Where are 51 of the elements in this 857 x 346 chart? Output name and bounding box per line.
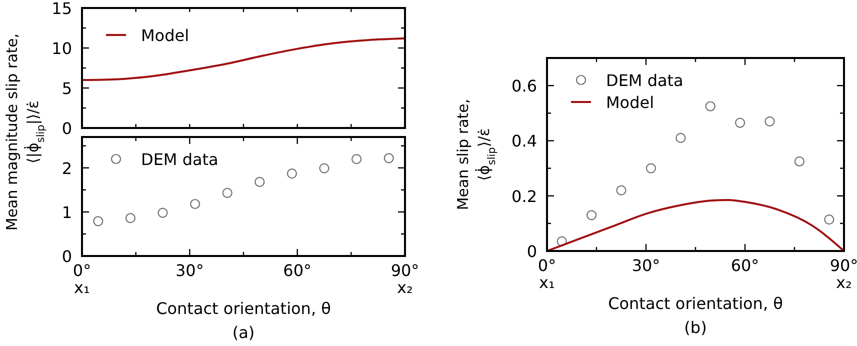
y-tick-label: 0.2 bbox=[512, 186, 537, 206]
y-tick-label: 5 bbox=[62, 79, 72, 98]
y-tick-label: 0.6 bbox=[512, 76, 537, 96]
point bbox=[286, 168, 297, 179]
point bbox=[764, 116, 775, 126]
x-tick-label: 0° bbox=[72, 261, 92, 280]
line-series bbox=[546, 198, 845, 252]
point bbox=[794, 156, 804, 166]
point bbox=[319, 163, 330, 174]
point bbox=[616, 185, 626, 196]
text: (b) bbox=[684, 318, 707, 337]
text: (a) bbox=[232, 323, 255, 342]
y-tick-label: 0 bbox=[62, 119, 72, 138]
legend-label: DEM data bbox=[141, 150, 218, 169]
point bbox=[352, 154, 362, 164]
x-axis-title: Contact orientation, θ bbox=[608, 294, 783, 313]
point bbox=[190, 198, 200, 210]
legend-label: Model bbox=[141, 26, 190, 45]
y-tick-label: 1 bbox=[62, 202, 72, 222]
x-tick-label: 90° bbox=[390, 261, 420, 280]
point bbox=[646, 163, 656, 174]
x-tick-label: 30° bbox=[632, 256, 660, 275]
point bbox=[384, 153, 394, 164]
point bbox=[705, 101, 716, 112]
y-tick-label: 0 bbox=[526, 242, 537, 261]
point bbox=[158, 208, 168, 218]
point bbox=[824, 214, 834, 225]
x-tick-label: 60° bbox=[283, 261, 312, 280]
y-tick-label: 0.4 bbox=[512, 132, 537, 151]
point bbox=[222, 188, 232, 198]
text: x₂ bbox=[836, 273, 852, 292]
legend-label: DEM data bbox=[606, 71, 684, 90]
point bbox=[586, 210, 597, 220]
point bbox=[93, 216, 104, 226]
y-tick-label: 10 bbox=[52, 39, 72, 58]
x-tick-label: 90° bbox=[830, 256, 857, 275]
x-tick-label: 30° bbox=[175, 261, 204, 280]
point bbox=[735, 118, 746, 128]
text: x₁ bbox=[74, 278, 90, 297]
y-tick-label: 0 bbox=[62, 247, 72, 266]
y-tick-label: 15 bbox=[52, 0, 72, 18]
legend-label: Model bbox=[606, 93, 654, 112]
text: x₂ bbox=[397, 278, 413, 297]
point bbox=[125, 213, 136, 224]
x-tick-label: 0° bbox=[538, 256, 556, 275]
x-tick-label: 60° bbox=[730, 256, 760, 275]
text: x₁ bbox=[539, 273, 555, 292]
point bbox=[254, 176, 265, 188]
point bbox=[676, 132, 686, 144]
x-axis-title: Contact orientation, θ bbox=[156, 299, 331, 318]
y-tick-label: 2 bbox=[62, 158, 72, 178]
